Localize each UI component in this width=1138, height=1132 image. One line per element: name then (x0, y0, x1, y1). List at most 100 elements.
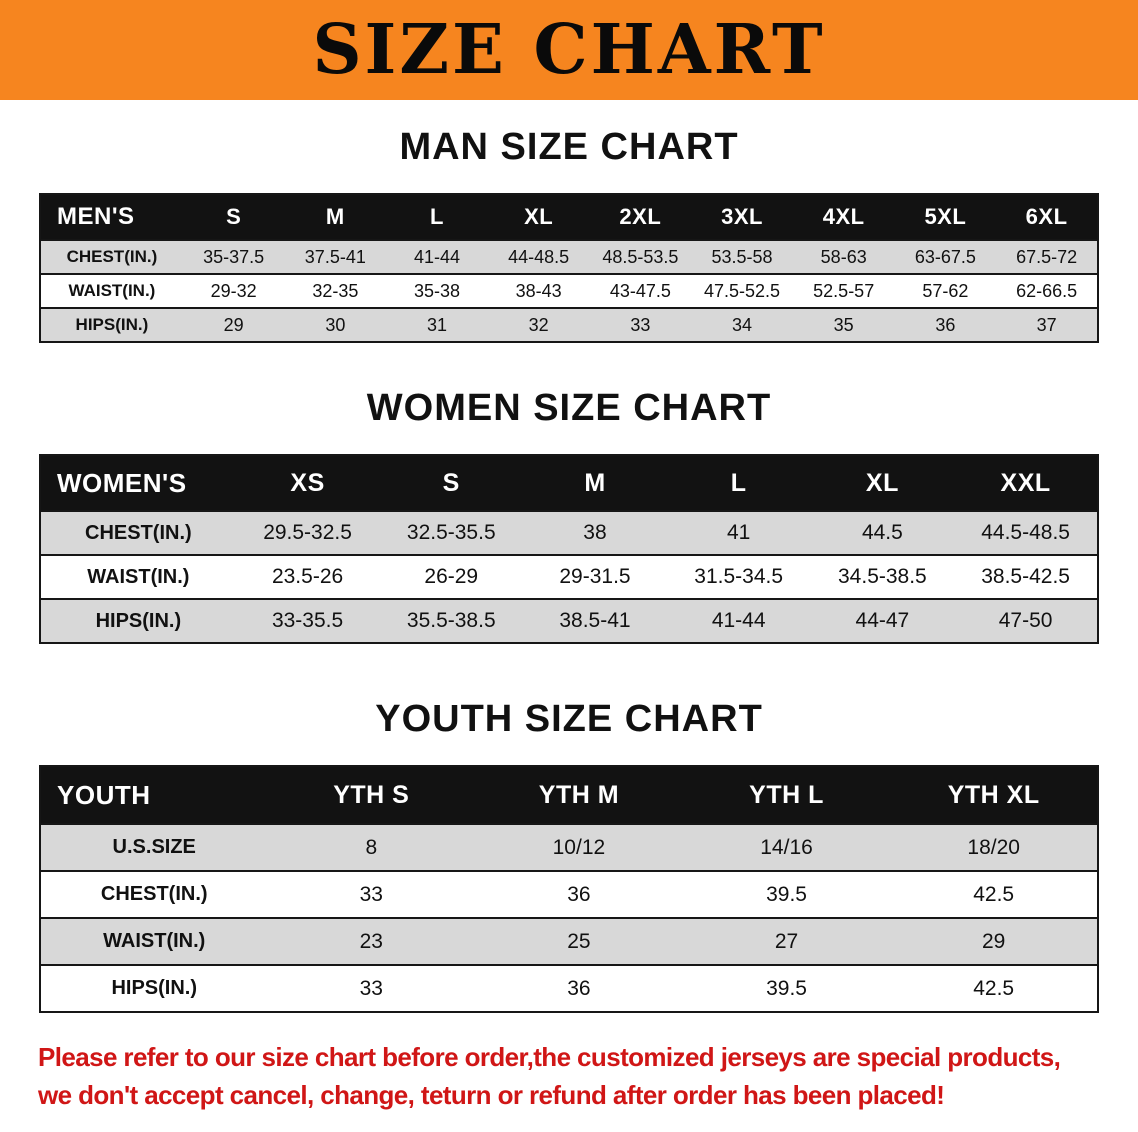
size-value: 38-43 (487, 273, 590, 309)
size-value: 31 (386, 307, 488, 343)
size-value: 10/12 (475, 823, 683, 872)
header-row: WOMEN'S XS S M L XL XXL (40, 455, 1098, 511)
size-column-header: XL (810, 455, 955, 511)
size-value: 27 (682, 917, 891, 966)
size-value: 36 (475, 870, 683, 919)
size-column-header: L (386, 194, 488, 240)
size-value: 42.5 (890, 870, 1098, 919)
men-size-table: MEN'S S M L XL 2XL 3XL 4XL 5XL 6XL CHEST(IN.) 35-37… (39, 193, 1099, 343)
size-value: 35.5-38.5 (379, 598, 524, 644)
women-section-heading: WOMEN SIZE CHART (366, 387, 772, 429)
size-value: 41-44 (666, 598, 811, 644)
page-title: SIZE CHART (312, 10, 826, 90)
size-value: 53.5-58 (691, 239, 793, 275)
size-column-header: 6XL (996, 194, 1098, 240)
size-value: 63-67.5 (894, 239, 997, 275)
size-value: 35-37.5 (182, 239, 285, 275)
size-value: 32.5-35.5 (379, 510, 524, 556)
row-label: CHEST(IN.) (40, 870, 268, 919)
measurement-row: CHEST(IN.) 35-37.5 37.5-41 41-44 44-48.5 48.5… (40, 239, 1098, 275)
row-label: HIPS(IN.) (40, 964, 268, 1013)
disclaimer-line-2: we don't accept cancel, change, teturn o… (38, 1079, 945, 1110)
size-column-header: YTH M (475, 766, 683, 824)
disclaimer: Please refer to our size chart before or… (38, 1039, 1138, 1114)
measurement-row: WAIST(IN.) 23.5-26 26-29 29-31.5 31.5-34.5 34… (40, 554, 1098, 600)
size-value: 44-48.5 (487, 239, 590, 275)
size-value: 29 (890, 917, 1098, 966)
men-table-title: MEN'S (40, 194, 183, 240)
row-label: WAIST(IN.) (40, 917, 268, 966)
size-column-header: 2XL (589, 194, 692, 240)
size-value: 41 (666, 510, 811, 556)
size-column-header: M (284, 194, 387, 240)
size-value: 18/20 (890, 823, 1098, 872)
row-label: CHEST(IN.) (40, 239, 183, 275)
row-label: HIPS(IN.) (40, 307, 183, 343)
row-label: CHEST(IN.) (40, 510, 236, 556)
size-value: 36 (475, 964, 683, 1013)
size-column-header: 4XL (792, 194, 895, 240)
size-value: 38.5-42.5 (954, 554, 1098, 600)
measurement-row: CHEST(IN.) 29.5-32.5 32.5-35.5 38 41 44.5 44.5… (40, 510, 1098, 556)
size-column-header: L (666, 455, 811, 511)
size-value: 26-29 (379, 554, 524, 600)
size-column-header: 5XL (894, 194, 997, 240)
measurement-row: WAIST(IN.) 29-32 32-35 35-38 38-43 43-47.5 47.… (40, 273, 1098, 309)
size-value: 35-38 (386, 273, 488, 309)
size-column-header: S (379, 455, 524, 511)
women-table-title: WOMEN'S (40, 455, 236, 511)
size-value: 42.5 (890, 964, 1098, 1013)
women-size-section: WOMEN SIZE CHART WOMEN'S XS S M L XL XXL CHEST(I… (0, 387, 1138, 644)
size-value: 14/16 (682, 823, 891, 872)
youth-size-table: YOUTH YTH S YTH M YTH L YTH XL U.S.SIZE 8 10/12… (39, 765, 1099, 1013)
size-value: 35 (792, 307, 895, 343)
size-value: 37.5-41 (284, 239, 387, 275)
size-column-header: 3XL (691, 194, 793, 240)
row-label: WAIST(IN.) (40, 554, 236, 600)
size-value: 29 (182, 307, 285, 343)
size-value: 37 (996, 307, 1098, 343)
size-chart-banner: SIZE CHART (0, 0, 1138, 100)
size-value: 30 (284, 307, 387, 343)
header-row: MEN'S S M L XL 2XL 3XL 4XL 5XL 6XL (40, 194, 1098, 240)
size-value: 29.5-32.5 (235, 510, 380, 556)
size-value: 39.5 (682, 964, 891, 1013)
size-value: 38 (523, 510, 667, 556)
measurement-row: HIPS(IN.) 29 30 31 32 33 34 35 36 37 (40, 307, 1098, 343)
size-column-header: XXL (954, 455, 1098, 511)
measurement-row: U.S.SIZE 8 10/12 14/16 18/20 (40, 823, 1098, 872)
size-value: 58-63 (792, 239, 895, 275)
row-label: WAIST(IN.) (40, 273, 183, 309)
size-value: 34.5-38.5 (810, 554, 955, 600)
size-column-header: XL (487, 194, 590, 240)
measurement-row: HIPS(IN.) 33-35.5 35.5-38.5 38.5-41 41-44 44-… (40, 598, 1098, 644)
row-label: HIPS(IN.) (40, 598, 236, 644)
size-value: 29-31.5 (523, 554, 667, 600)
size-value: 44-47 (810, 598, 955, 644)
disclaimer-line-1: Please refer to our size chart before or… (38, 1042, 1061, 1072)
size-value: 52.5-57 (792, 273, 895, 309)
measurement-row: CHEST(IN.) 33 36 39.5 42.5 (40, 870, 1098, 919)
size-value: 47.5-52.5 (691, 273, 793, 309)
size-column-header: XS (235, 455, 380, 511)
size-value: 29-32 (182, 273, 285, 309)
row-label: U.S.SIZE (40, 823, 268, 872)
size-value: 36 (894, 307, 997, 343)
size-value: 67.5-72 (996, 239, 1098, 275)
size-column-header: YTH XL (890, 766, 1098, 824)
size-value: 33 (267, 870, 476, 919)
measurement-row: WAIST(IN.) 23 25 27 29 (40, 917, 1098, 966)
size-value: 57-62 (894, 273, 997, 309)
header-row: YOUTH YTH S YTH M YTH L YTH XL (40, 766, 1098, 824)
size-value: 62-66.5 (996, 273, 1098, 309)
size-value: 43-47.5 (589, 273, 692, 309)
men-section-heading: MAN SIZE CHART (399, 126, 739, 168)
size-value: 44.5-48.5 (954, 510, 1098, 556)
size-chart-sections: MAN SIZE CHART MEN'S S M L XL 2XL 3XL 4XL 5XL 6XL C… (0, 126, 1138, 1013)
size-value: 39.5 (682, 870, 891, 919)
size-value: 31.5-34.5 (666, 554, 811, 600)
size-value: 8 (267, 823, 476, 872)
size-column-header: M (523, 455, 667, 511)
youth-size-section: YOUTH SIZE CHART YOUTH YTH S YTH M YTH L YTH … (0, 698, 1138, 1013)
women-size-table: WOMEN'S XS S M L XL XXL CHEST(IN.) 29.5-32.5 32.5… (39, 454, 1099, 644)
